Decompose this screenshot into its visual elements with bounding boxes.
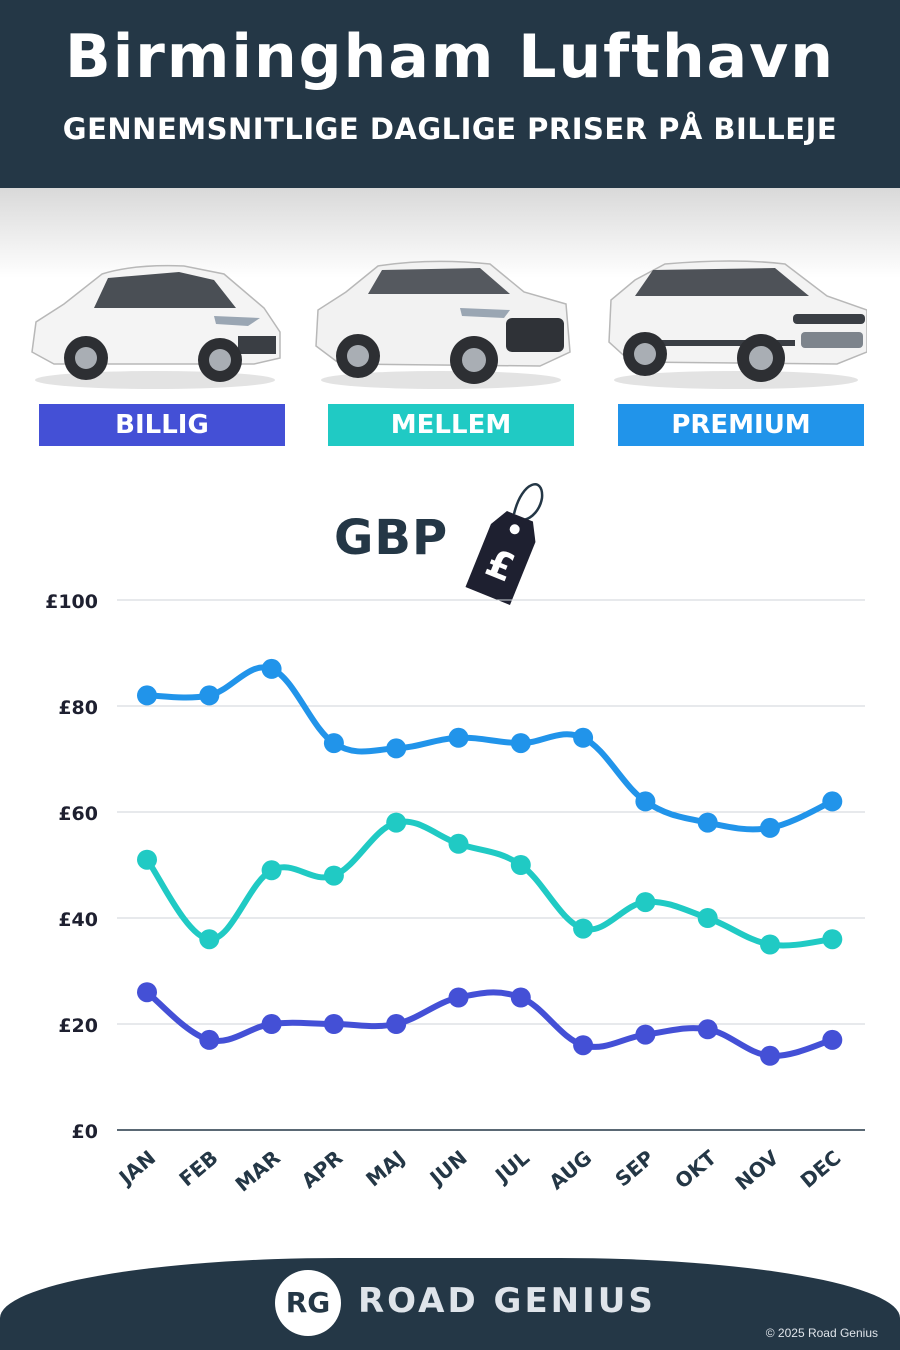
data-point-billig	[510, 987, 531, 1008]
data-point-mellem	[510, 855, 531, 875]
copyright-text: © 2025 Road Genius	[765, 1326, 878, 1340]
data-point-mellem	[323, 865, 344, 886]
x-tick-label: JUN	[424, 1145, 472, 1191]
x-tick-label: FEB	[174, 1145, 222, 1191]
category-label-premium: PREMIUM	[618, 404, 864, 446]
data-point-billig	[635, 1024, 656, 1045]
y-tick-label: £80	[58, 697, 98, 719]
y-tick-label: £100	[45, 591, 98, 613]
hatchback-car-icon	[24, 252, 286, 392]
page-subtitle: GENNEMSNITLIGE DAGLIGE PRISER PÅ BILLEJE	[62, 112, 838, 146]
data-point-billig	[261, 1014, 282, 1034]
data-point-premium	[573, 727, 594, 748]
footer-banner	[0, 1258, 900, 1350]
data-point-premium	[386, 738, 407, 759]
data-point-billig	[386, 1014, 407, 1034]
x-tick-label: APR	[297, 1145, 347, 1193]
data-point-premium	[760, 817, 780, 838]
y-tick-label: £60	[58, 803, 98, 825]
brand-logo-icon: RG	[275, 1270, 341, 1336]
data-point-mellem	[697, 908, 718, 928]
data-point-premium	[199, 685, 220, 706]
price-line-chart: £0 £20 £40 £60 £80 £100 JAN FEB MAR APR MAJ JUN JUL A…	[45, 591, 865, 1196]
header-banner: Birmingham Lufthavn GENNEMSNITLIGE DAGLI…	[0, 0, 900, 188]
currency-label: GBP	[334, 510, 449, 566]
data-point-billig	[323, 1014, 344, 1034]
data-point-premium	[635, 791, 656, 812]
data-point-billig	[760, 1045, 780, 1066]
data-point-billig	[697, 1019, 718, 1040]
data-point-billig	[822, 1029, 843, 1050]
price-tag-icon: £	[452, 470, 552, 610]
category-label-billig: BILLIG	[39, 404, 285, 446]
y-tick-label: £0	[72, 1121, 98, 1143]
series-line-mellem	[144, 818, 836, 949]
data-point-premium	[261, 658, 282, 679]
data-point-premium	[510, 733, 531, 754]
y-tick-label: £20	[58, 1015, 98, 1037]
data-point-premium	[323, 733, 344, 754]
data-point-mellem	[635, 892, 656, 913]
luxury-suv-car-icon	[605, 252, 867, 392]
suv-car-icon	[310, 252, 572, 392]
x-tick-label: SEP	[610, 1145, 658, 1191]
data-point-mellem	[573, 918, 594, 939]
data-point-mellem	[386, 812, 407, 833]
category-label-mellem: MELLEM	[328, 404, 574, 446]
data-point-premium	[822, 791, 843, 812]
page-title: Birmingham Lufthavn	[64, 22, 835, 92]
data-point-billig	[573, 1035, 594, 1056]
x-tick-label: OKT	[670, 1145, 721, 1193]
x-tick-label: MAJ	[361, 1145, 409, 1191]
y-tick-label: £40	[58, 909, 98, 931]
data-point-mellem	[822, 929, 843, 950]
x-tick-label: DEC	[796, 1145, 846, 1192]
data-point-premium	[137, 685, 157, 706]
data-point-premium	[448, 727, 469, 748]
data-point-premium	[697, 812, 718, 833]
data-point-billig	[448, 987, 469, 1008]
x-tick-label: AUG	[544, 1145, 596, 1194]
data-point-mellem	[448, 833, 469, 854]
brand-name: ROAD GENIUS	[358, 1281, 656, 1321]
x-tick-label: MAR	[230, 1145, 284, 1196]
data-point-mellem	[137, 849, 157, 870]
x-tick-label: NOV	[730, 1145, 783, 1195]
x-tick-label: JAN	[113, 1145, 160, 1190]
data-point-mellem	[199, 929, 220, 950]
series-line-premium	[144, 664, 836, 833]
data-point-billig	[199, 1029, 220, 1050]
x-tick-label: JUL	[489, 1145, 534, 1188]
data-point-mellem	[760, 934, 780, 955]
data-point-billig	[137, 982, 157, 1003]
data-point-mellem	[261, 860, 282, 881]
